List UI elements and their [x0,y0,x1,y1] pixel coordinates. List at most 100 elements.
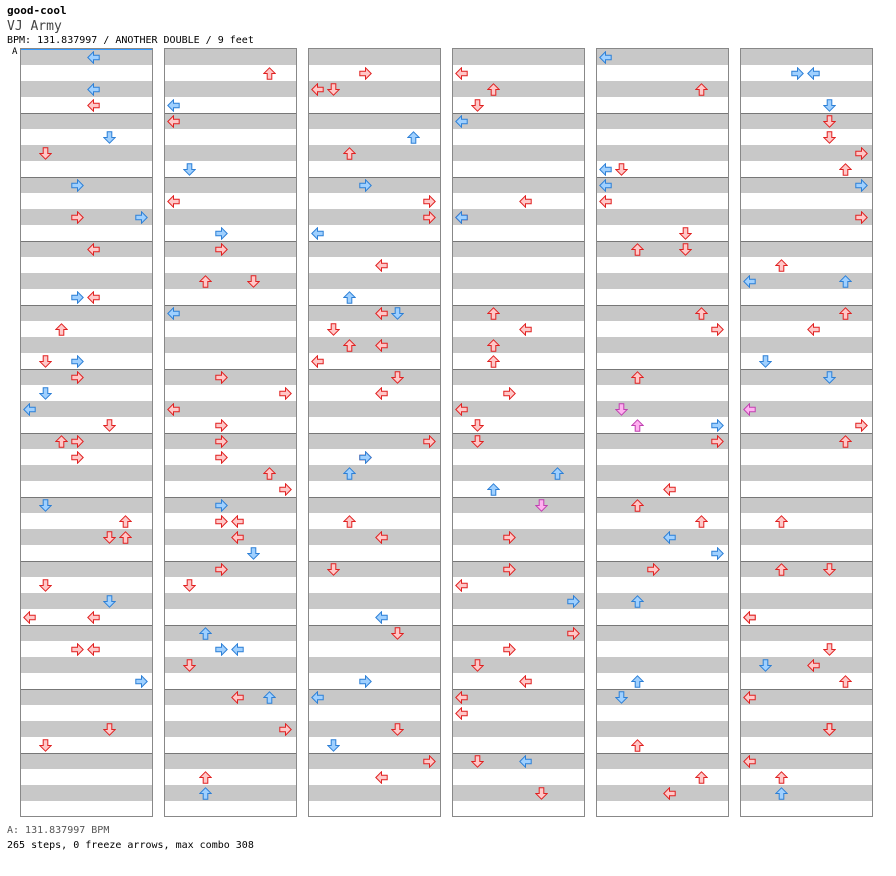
arrow-up-icon [551,467,564,480]
arrow-down-icon [327,323,340,336]
measure-line [597,753,728,754]
arrow-down-icon [247,275,260,288]
arrow-down-icon [327,739,340,752]
measure-line [597,689,728,690]
arrow-down-icon [39,739,52,752]
arrow-up-icon [839,435,852,448]
arrow-down-icon [615,163,628,176]
arrow-right-icon [215,227,228,240]
arrow-down-icon [391,723,404,736]
arrow-left-icon [87,611,100,624]
chart-stats: 265 steps, 0 freeze arrows, max combo 30… [7,840,254,851]
arrow-right-icon [855,211,868,224]
arrow-right-icon [279,387,292,400]
arrow-right-icon [71,371,84,384]
arrow-left-icon [519,195,532,208]
arrow-up-icon [199,787,212,800]
arrow-down-icon [391,627,404,640]
measure-line [597,241,728,242]
arrow-up-icon [487,355,500,368]
arrow-down-icon [103,595,116,608]
arrow-right-icon [215,451,228,464]
arrow-up-icon [263,467,276,480]
measure-line [21,241,152,242]
arrow-left-icon [455,211,468,224]
measure-line [309,177,440,178]
arrow-up-icon [631,419,644,432]
arrow-right-icon [647,563,660,576]
measure-line [165,113,296,114]
arrow-right-icon [215,563,228,576]
arrow-up-icon [487,483,500,496]
arrow-right-icon [503,643,516,656]
arrow-up-icon [839,675,852,688]
measure-line [741,241,872,242]
measure-line [309,369,440,370]
arrow-up-icon [631,243,644,256]
arrow-up-icon [263,691,276,704]
arrow-right-icon [279,483,292,496]
measure-line [309,561,440,562]
arrow-up-icon [839,163,852,176]
arrow-down-icon [615,403,628,416]
arrow-left-icon [743,691,756,704]
arrow-up-icon [839,275,852,288]
arrow-right-icon [359,675,372,688]
measure-line [309,113,440,114]
arrow-down-icon [471,419,484,432]
arrow-down-icon [759,659,772,672]
arrow-right-icon [711,435,724,448]
arrow-left-icon [455,579,468,592]
arrow-left-icon [311,355,324,368]
arrow-up-icon [775,515,788,528]
player-name: good-cool [7,4,67,17]
arrow-left-icon [519,323,532,336]
arrow-right-icon [215,643,228,656]
arrow-left-icon [375,259,388,272]
arrow-left-icon [87,643,100,656]
arrow-up-icon [263,67,276,80]
arrow-up-icon [487,307,500,320]
arrow-left-icon [87,291,100,304]
arrow-left-icon [455,115,468,128]
arrow-left-icon [87,83,100,96]
arrow-down-icon [535,787,548,800]
measure-line [597,369,728,370]
measure-line [597,625,728,626]
measure-line [741,625,872,626]
arrow-left-icon [455,691,468,704]
arrow-left-icon [311,227,324,240]
arrow-left-icon [167,403,180,416]
arrow-left-icon [455,67,468,80]
arrow-right-icon [503,387,516,400]
arrow-left-icon [311,83,324,96]
arrow-right-icon [567,595,580,608]
arrow-left-icon [599,179,612,192]
measure-line [309,305,440,306]
measure-line [453,369,584,370]
arrow-left-icon [167,195,180,208]
arrow-left-icon [23,611,36,624]
measure-line [741,177,872,178]
measure-line [21,753,152,754]
arrow-up-icon [343,467,356,480]
measure-line [165,177,296,178]
measure-line [453,113,584,114]
arrow-right-icon [855,147,868,160]
arrow-down-icon [183,163,196,176]
arrow-right-icon [71,451,84,464]
measure-line [165,561,296,562]
arrow-right-icon [71,435,84,448]
arrow-down-icon [327,83,340,96]
chart-column-2 [164,48,297,817]
arrow-down-icon [471,659,484,672]
arrow-left-icon [87,99,100,112]
arrow-right-icon [423,435,436,448]
arrow-right-icon [71,179,84,192]
arrow-up-icon [199,627,212,640]
arrow-down-icon [823,115,836,128]
arrow-right-icon [423,755,436,768]
arrow-down-icon [247,547,260,560]
measure-line [165,305,296,306]
arrow-left-icon [167,307,180,320]
